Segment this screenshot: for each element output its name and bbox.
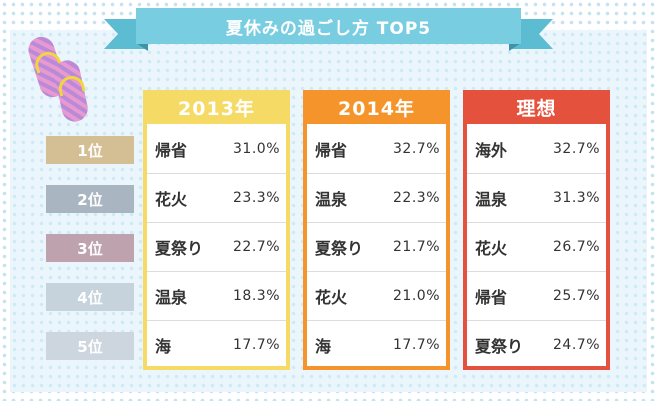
activity-name: 花火 — [475, 238, 508, 258]
activity-name: 海外 — [475, 140, 508, 160]
row-divider — [147, 173, 286, 174]
column-body: 帰省 31.0% 花火 23.3% 夏祭り 22.7% 温泉 18.3% 海 17.7% — [147, 124, 286, 366]
row-divider — [467, 271, 606, 272]
row-divider — [147, 222, 286, 223]
ranking-row: 海 17.7% — [307, 320, 446, 369]
ranking-row: 帰省 25.7% — [467, 271, 606, 320]
rank-label-1: 1位 — [46, 136, 134, 164]
activity-name: 海 — [315, 336, 332, 356]
column-body: 海外 32.7% 温泉 31.3% 花火 26.7% 帰省 25.7% 夏祭り 24.7% — [467, 124, 606, 366]
activity-percentage: 22.7% — [233, 238, 280, 255]
activity-name: 温泉 — [155, 287, 188, 307]
rank-text: 5位 — [77, 337, 103, 356]
row-divider — [147, 320, 286, 321]
ranking-row: 温泉 31.3% — [467, 173, 606, 222]
activity-percentage: 21.7% — [393, 238, 440, 255]
column-2014: 2014年 帰省 32.7% 温泉 22.3% 夏祭り 21.7% 花火 21.0% 海 17.7… — [303, 90, 450, 370]
activity-name: 帰省 — [475, 287, 508, 307]
column-header: 理想 — [516, 97, 557, 120]
ranking-row: 温泉 22.3% — [307, 173, 446, 222]
activity-percentage: 31.3% — [553, 189, 600, 206]
activity-name: 花火 — [315, 287, 348, 307]
activity-percentage: 23.3% — [233, 189, 280, 206]
activity-percentage: 31.0% — [233, 140, 280, 157]
ranking-row: 海 17.7% — [147, 320, 286, 369]
row-divider — [307, 222, 446, 223]
activity-percentage: 32.7% — [553, 140, 600, 157]
row-divider — [467, 222, 606, 223]
activity-percentage: 18.3% — [233, 287, 280, 304]
ranking-row: 夏祭り 22.7% — [147, 222, 286, 271]
column-ideal: 理想 海外 32.7% 温泉 31.3% 花火 26.7% 帰省 25.7% 夏祭り 24.7% — [463, 90, 610, 370]
ranking-row: 温泉 18.3% — [147, 271, 286, 320]
rank-text: 3位 — [77, 239, 103, 258]
row-divider — [147, 271, 286, 272]
rank-label-4: 4位 — [46, 283, 134, 311]
row-divider — [467, 320, 606, 321]
activity-name: 夏祭り — [315, 238, 364, 258]
rank-text: 1位 — [77, 141, 103, 160]
row-divider — [307, 271, 446, 272]
ranking-row: 花火 23.3% — [147, 173, 286, 222]
activity-name: 温泉 — [475, 189, 508, 209]
activity-percentage: 25.7% — [553, 287, 600, 304]
row-divider — [307, 320, 446, 321]
activity-percentage: 21.0% — [393, 287, 440, 304]
ribbon-fold-left — [136, 43, 148, 51]
page-title: 夏休みの過ごし方 TOP5 — [225, 18, 432, 39]
activity-name: 海 — [155, 336, 172, 356]
column-header: 2013年 — [178, 97, 255, 120]
ribbon-fold-right — [509, 43, 521, 51]
activity-name: 花火 — [155, 189, 188, 209]
activity-percentage: 26.7% — [553, 238, 600, 255]
activity-name: 夏祭り — [475, 336, 524, 356]
activity-name: 帰省 — [155, 140, 188, 160]
activity-name: 温泉 — [315, 189, 348, 209]
ranking-row: 花火 21.0% — [307, 271, 446, 320]
activity-name: 帰省 — [315, 140, 348, 160]
column-2013: 2013年 帰省 31.0% 花火 23.3% 夏祭り 22.7% 温泉 18.3% 海 17.7… — [143, 90, 290, 370]
ranking-row: 帰省 31.0% — [147, 124, 286, 173]
rank-text: 4位 — [77, 288, 103, 307]
activity-percentage: 24.7% — [553, 336, 600, 353]
ranking-row: 夏祭り 24.7% — [467, 320, 606, 369]
activity-percentage: 17.7% — [233, 336, 280, 353]
column-header: 2014年 — [338, 97, 415, 120]
ranking-row: 夏祭り 21.7% — [307, 222, 446, 271]
activity-percentage: 32.7% — [393, 140, 440, 157]
column-body: 帰省 32.7% 温泉 22.3% 夏祭り 21.7% 花火 21.0% 海 17.7% — [307, 124, 446, 366]
title-banner: 夏休みの過ごし方 TOP5 — [136, 8, 521, 44]
activity-name: 夏祭り — [155, 238, 204, 258]
row-divider — [307, 173, 446, 174]
activity-percentage: 17.7% — [393, 336, 440, 353]
rank-label-3: 3位 — [46, 234, 134, 262]
ranking-row: 花火 26.7% — [467, 222, 606, 271]
ranking-row: 帰省 32.7% — [307, 124, 446, 173]
row-divider — [467, 173, 606, 174]
rank-text: 2位 — [77, 190, 103, 209]
rank-label-5: 5位 — [46, 332, 134, 360]
ranking-row: 海外 32.7% — [467, 124, 606, 173]
rank-label-2: 2位 — [46, 185, 134, 213]
activity-percentage: 22.3% — [393, 189, 440, 206]
